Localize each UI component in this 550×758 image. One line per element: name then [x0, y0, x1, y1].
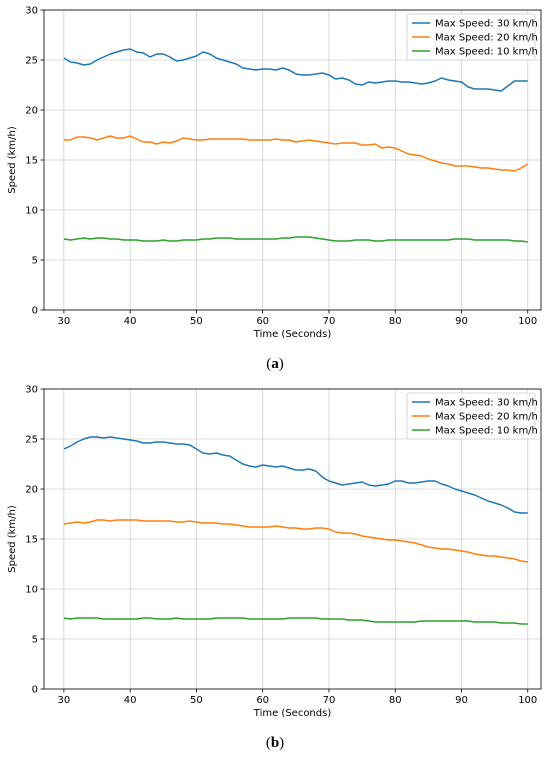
legend-entry-3: Max Speed: 10 km/h [435, 426, 538, 437]
y-tick-label: 10 [25, 206, 38, 217]
x-tick-label: 70 [323, 695, 336, 706]
x-axis-label: Time (Seconds) [253, 708, 332, 719]
x-tick-label: 70 [323, 316, 336, 327]
y-tick-label: 5 [32, 635, 38, 646]
y-tick-label: 5 [32, 256, 38, 267]
panel-caption: (b) [266, 735, 284, 751]
x-tick-label: 60 [256, 316, 269, 327]
y-tick-label: 25 [25, 56, 38, 67]
y-axis-label: Speed (km/h) [7, 505, 18, 573]
legend-entry-3: Max Speed: 10 km/h [435, 47, 538, 58]
y-axis-label: Speed (km/h) [7, 126, 18, 194]
x-tick-label: 90 [455, 316, 468, 327]
x-tick-label: 30 [58, 695, 71, 706]
x-tick-label: 80 [389, 695, 402, 706]
chart-panel-b: 30 40 50 60 70 80 90 100 0 5 10 15 20 25 30 Time (Secon… [7, 385, 542, 751]
x-axis-label: Time (Seconds) [253, 329, 332, 340]
x-tick-label: 40 [124, 316, 137, 327]
x-tick-label: 50 [190, 695, 203, 706]
x-tick-label: 80 [389, 316, 402, 327]
legend-entry-2: Max Speed: 20 km/h [435, 33, 538, 44]
panel-caption: (a) [266, 356, 284, 372]
x-tick-label: 60 [256, 695, 269, 706]
x-tick-label: 30 [58, 316, 71, 327]
x-tick-label: 50 [190, 316, 203, 327]
legend-entry-1: Max Speed: 30 km/h [435, 19, 538, 30]
y-tick-label: 10 [25, 585, 38, 596]
series-line-2 [63, 519, 528, 563]
legend-entry-2: Max Speed: 20 km/h [435, 412, 538, 423]
y-tick-label: 20 [25, 485, 38, 496]
y-tick-label: 15 [25, 156, 38, 167]
legend-box [406, 13, 536, 61]
y-tick-label: 30 [25, 385, 38, 396]
x-tick-label: 40 [124, 695, 137, 706]
x-tick-label: 90 [455, 695, 468, 706]
chart-panel-a: 30 40 50 60 70 80 90 100 0 5 10 15 20 25 30 Time (Secon… [7, 6, 542, 372]
series-line-2 [63, 135, 529, 172]
y-tick-label: 30 [25, 6, 38, 17]
series-line-1 [63, 48, 528, 92]
x-tick-label: 100 [518, 695, 537, 706]
legend-box [406, 392, 536, 440]
y-tick-label: 0 [32, 306, 38, 317]
y-tick-label: 25 [25, 435, 38, 446]
x-tick-label: 100 [518, 316, 537, 327]
y-tick-label: 20 [25, 106, 38, 117]
series-line-1 [63, 436, 528, 514]
legend: Max Speed: 30 km/h Max Speed: 20 km/h Max … [406, 392, 538, 440]
series-line-3 [63, 236, 528, 243]
y-tick-label: 0 [32, 685, 38, 696]
legend: Max Speed: 30 km/h Max Speed: 20 km/h Max … [406, 13, 538, 61]
y-tick-label: 15 [25, 535, 38, 546]
legend-entry-1: Max Speed: 30 km/h [435, 398, 538, 409]
series-line-3 [63, 617, 528, 625]
